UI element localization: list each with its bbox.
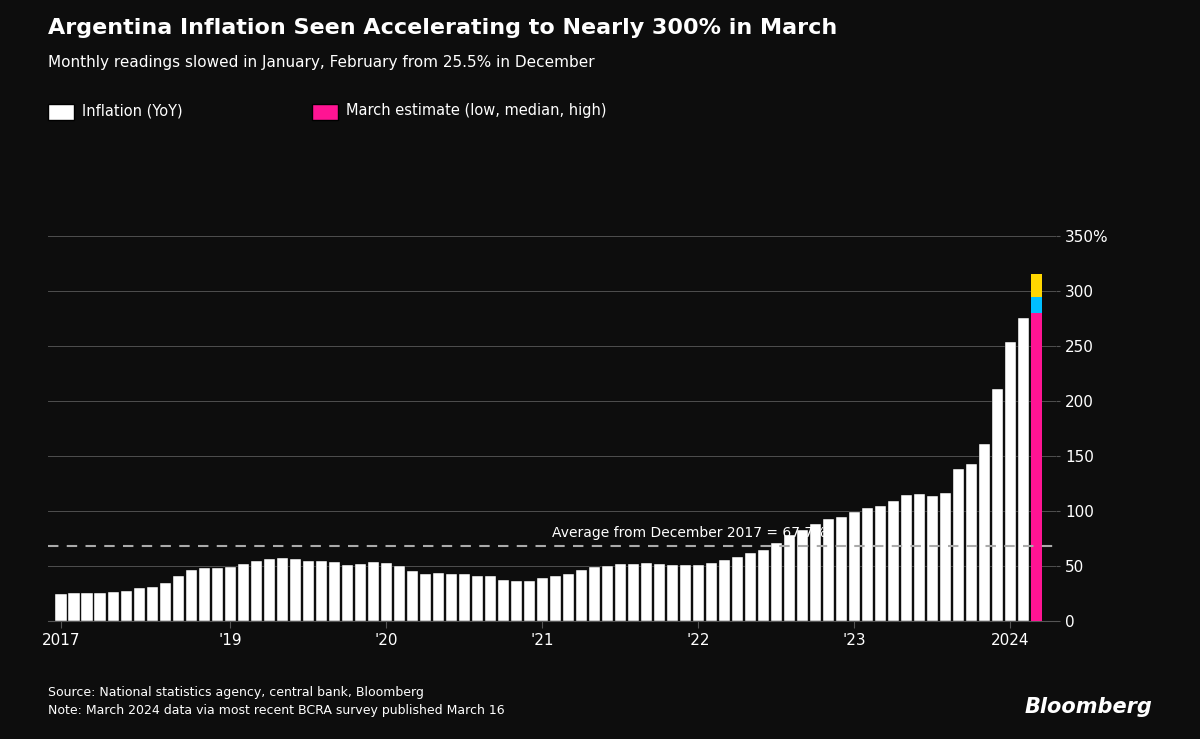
Bar — [355, 564, 366, 621]
Bar — [823, 520, 834, 621]
Bar — [758, 551, 769, 621]
Bar — [979, 444, 990, 621]
Bar — [316, 561, 326, 621]
Bar — [55, 593, 66, 621]
Bar — [264, 559, 275, 621]
Bar — [1031, 313, 1042, 621]
Bar — [445, 573, 457, 621]
Bar — [589, 567, 600, 621]
Bar — [784, 534, 794, 621]
Bar — [1031, 297, 1042, 313]
Bar — [862, 508, 872, 621]
Bar — [1004, 341, 1016, 621]
Bar — [276, 558, 288, 621]
Bar — [380, 562, 391, 621]
Text: March estimate (low, median, high): March estimate (low, median, high) — [346, 103, 606, 118]
Text: Average from December 2017 = 67.7%: Average from December 2017 = 67.7% — [552, 526, 827, 540]
Bar — [601, 565, 613, 621]
Bar — [1031, 274, 1042, 297]
Bar — [146, 587, 157, 621]
Text: Bloomberg: Bloomberg — [1024, 697, 1152, 717]
Bar — [914, 494, 925, 621]
Bar — [836, 517, 847, 621]
Bar — [82, 593, 92, 621]
Bar — [342, 565, 353, 621]
Bar — [95, 593, 106, 621]
Bar — [160, 583, 170, 621]
Bar — [329, 562, 340, 621]
Bar — [810, 524, 821, 621]
Bar — [888, 501, 899, 621]
Bar — [732, 557, 743, 621]
Bar — [901, 495, 912, 621]
Bar — [472, 576, 482, 621]
Bar — [992, 389, 1003, 621]
Bar — [706, 563, 716, 621]
Bar — [719, 560, 730, 621]
Bar — [667, 565, 678, 621]
Bar — [692, 565, 704, 621]
Bar — [953, 469, 964, 621]
Bar — [614, 564, 626, 621]
Bar — [797, 530, 808, 621]
Bar — [420, 574, 431, 621]
Bar — [120, 591, 132, 621]
Text: Source: National statistics agency, central bank, Bloomberg
Note: March 2024 dat: Source: National statistics agency, cent… — [48, 686, 505, 717]
Text: Argentina Inflation Seen Accelerating to Nearly 300% in March: Argentina Inflation Seen Accelerating to… — [48, 18, 838, 38]
Bar — [238, 565, 248, 621]
Bar — [966, 464, 977, 621]
Bar — [407, 571, 418, 621]
Bar — [211, 568, 223, 621]
Bar — [1018, 318, 1030, 621]
Bar — [198, 568, 210, 621]
Bar — [926, 497, 938, 621]
Bar — [641, 563, 652, 621]
Bar — [302, 561, 313, 621]
Bar — [289, 559, 301, 621]
Text: Monthly readings slowed in January, February from 25.5% in December: Monthly readings slowed in January, Febr… — [48, 55, 595, 70]
Bar — [511, 582, 522, 621]
Bar — [563, 574, 574, 621]
Bar — [770, 543, 782, 621]
Bar — [745, 554, 756, 621]
Bar — [498, 579, 509, 621]
Bar — [679, 565, 691, 621]
Bar — [523, 581, 535, 621]
Bar — [224, 567, 235, 621]
Bar — [367, 562, 379, 621]
Text: Inflation (YoY): Inflation (YoY) — [82, 103, 182, 118]
Bar — [173, 576, 184, 621]
Bar — [133, 588, 144, 621]
Bar — [536, 579, 547, 621]
Bar — [108, 592, 119, 621]
Bar — [576, 570, 587, 621]
Bar — [875, 506, 886, 621]
Bar — [186, 571, 197, 621]
Bar — [940, 494, 950, 621]
Bar — [485, 576, 496, 621]
Bar — [458, 574, 469, 621]
Bar — [848, 512, 860, 621]
Bar — [654, 564, 665, 621]
Bar — [394, 565, 404, 621]
Bar — [251, 561, 262, 621]
Bar — [550, 576, 560, 621]
Bar — [433, 573, 444, 621]
Bar — [628, 565, 638, 621]
Bar — [68, 593, 79, 621]
